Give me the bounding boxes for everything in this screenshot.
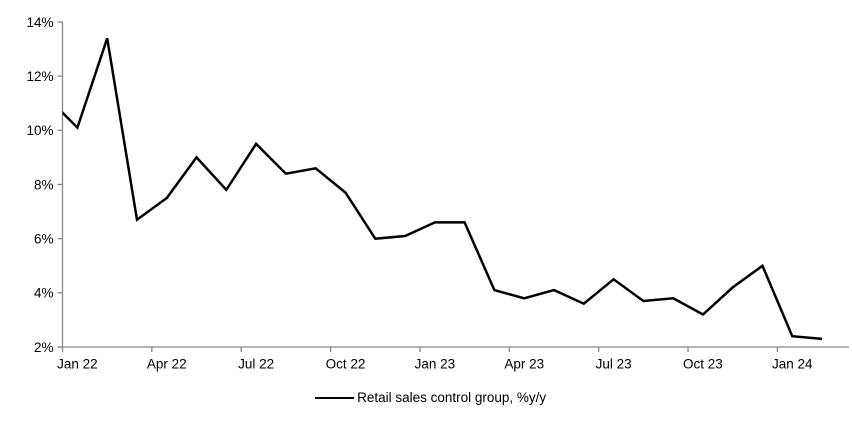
series-line [62, 37, 823, 341]
y-tick-label: 6% [34, 231, 54, 246]
y-tick-label: 8% [34, 177, 54, 192]
y-tick-label: 14% [26, 15, 53, 30]
y-tick-label: 4% [34, 286, 54, 301]
chart-legend: Retail sales control group, %y/y [315, 390, 546, 406]
x-tick-label: Jan 22 [57, 357, 98, 372]
x-tick-label: Jan 24 [772, 357, 813, 372]
x-tick-label: Jul 22 [238, 357, 274, 372]
x-tick-label: Oct 22 [326, 357, 366, 372]
legend-label: Retail sales control group, %y/y [357, 390, 547, 405]
x-tick-label: Jul 23 [596, 357, 632, 372]
x-tick-label: Apr 23 [504, 357, 544, 372]
x-tick-label: Apr 22 [147, 357, 187, 372]
y-tick-label: 2% [34, 340, 54, 355]
legend-line-sample-icon [315, 397, 355, 399]
x-tick-label: Oct 23 [683, 357, 723, 372]
x-tick-label: Jan 23 [415, 357, 456, 372]
y-tick-label: 10% [26, 123, 53, 138]
y-tick-label: 12% [26, 69, 53, 84]
